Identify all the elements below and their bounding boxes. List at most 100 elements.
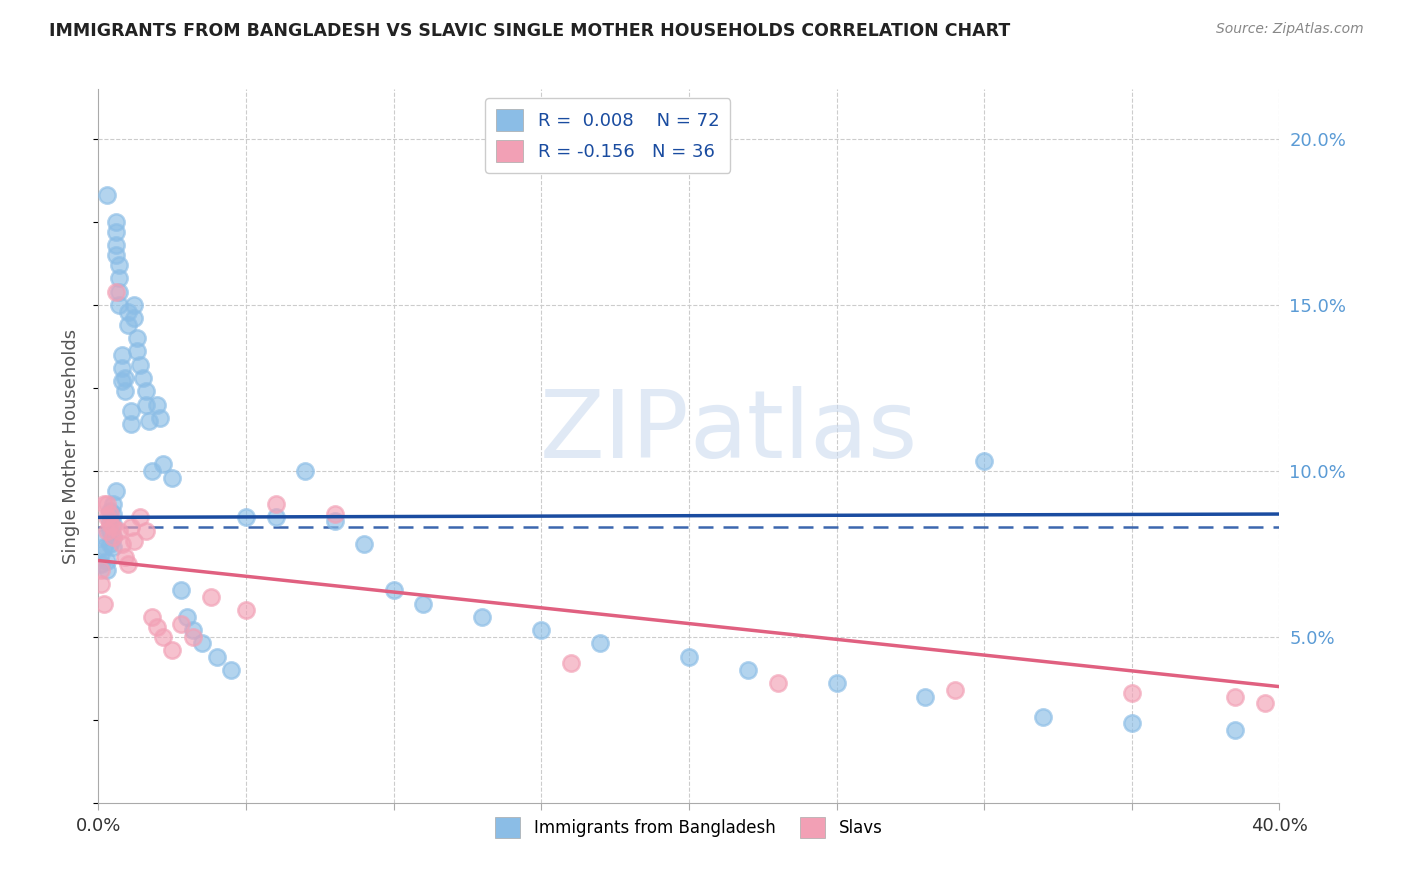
Point	[114, 384, 136, 399]
Point	[117, 318, 139, 332]
Point	[128, 358, 150, 372]
Point	[1121, 716, 1143, 731]
Point	[1254, 696, 1277, 710]
Point	[382, 583, 405, 598]
Point	[170, 616, 193, 631]
Point	[98, 514, 121, 528]
Point	[111, 374, 134, 388]
Point	[412, 597, 434, 611]
Point	[105, 483, 128, 498]
Point	[973, 454, 995, 468]
Point	[200, 590, 222, 604]
Point	[103, 520, 125, 534]
Point	[737, 663, 759, 677]
Point	[111, 537, 134, 551]
Point	[152, 630, 174, 644]
Point	[1225, 723, 1247, 737]
Text: atlas: atlas	[689, 385, 917, 478]
Point	[589, 636, 612, 650]
Point	[117, 304, 139, 318]
Point	[132, 371, 155, 385]
Point	[191, 636, 214, 650]
Point	[103, 516, 125, 531]
Point	[108, 524, 131, 538]
Text: IMMIGRANTS FROM BANGLADESH VS SLAVIC SINGLE MOTHER HOUSEHOLDS CORRELATION CHART: IMMIGRANTS FROM BANGLADESH VS SLAVIC SIN…	[49, 22, 1011, 40]
Point	[98, 507, 121, 521]
Point	[323, 514, 346, 528]
Point	[128, 510, 150, 524]
Point	[98, 537, 121, 551]
Point	[181, 630, 204, 644]
Point	[108, 271, 131, 285]
Point	[825, 676, 848, 690]
Text: Source: ZipAtlas.com: Source: ZipAtlas.com	[1216, 22, 1364, 37]
Point	[96, 188, 118, 202]
Point	[103, 507, 125, 521]
Point	[323, 507, 346, 521]
Point	[181, 624, 204, 638]
Point	[1225, 690, 1247, 704]
Point	[105, 225, 128, 239]
Point	[105, 238, 128, 252]
Point	[122, 533, 145, 548]
Point	[108, 285, 131, 299]
Point	[90, 557, 112, 571]
Point	[90, 576, 112, 591]
Point	[93, 497, 115, 511]
Point	[235, 510, 257, 524]
Text: ZIP: ZIP	[540, 385, 689, 478]
Point	[943, 682, 966, 697]
Point	[98, 504, 121, 518]
Point	[135, 384, 157, 399]
Point	[221, 663, 243, 677]
Point	[108, 298, 131, 312]
Point	[678, 649, 700, 664]
Point	[93, 540, 115, 554]
Point	[264, 510, 287, 524]
Point	[141, 610, 163, 624]
Y-axis label: Single Mother Households: Single Mother Households	[62, 328, 80, 564]
Point	[108, 258, 131, 272]
Point	[120, 417, 142, 432]
Point	[135, 397, 157, 411]
Point	[93, 530, 115, 544]
Point	[471, 610, 494, 624]
Point	[560, 657, 582, 671]
Point	[105, 285, 128, 299]
Point	[120, 404, 142, 418]
Point	[162, 470, 183, 484]
Point	[98, 524, 121, 538]
Point	[96, 524, 118, 538]
Point	[1032, 709, 1054, 723]
Point	[96, 553, 118, 567]
Point	[766, 676, 789, 690]
Point	[125, 344, 148, 359]
Point	[114, 371, 136, 385]
Point	[122, 311, 145, 326]
Point	[96, 564, 118, 578]
Point	[103, 530, 125, 544]
Point	[103, 497, 125, 511]
Point	[146, 397, 169, 411]
Point	[176, 610, 198, 624]
Point	[120, 520, 142, 534]
Point	[170, 583, 193, 598]
Point	[105, 215, 128, 229]
Point	[90, 547, 112, 561]
Point	[111, 348, 134, 362]
Point	[93, 597, 115, 611]
Point	[103, 530, 125, 544]
Point	[205, 649, 228, 664]
Point	[90, 564, 112, 578]
Point	[98, 516, 121, 531]
Point	[149, 410, 172, 425]
Point	[914, 690, 936, 704]
Point	[96, 497, 118, 511]
Point	[1121, 686, 1143, 700]
Point	[294, 464, 316, 478]
Point	[105, 248, 128, 262]
Point	[152, 457, 174, 471]
Point	[122, 298, 145, 312]
Point	[125, 331, 148, 345]
Point	[162, 643, 183, 657]
